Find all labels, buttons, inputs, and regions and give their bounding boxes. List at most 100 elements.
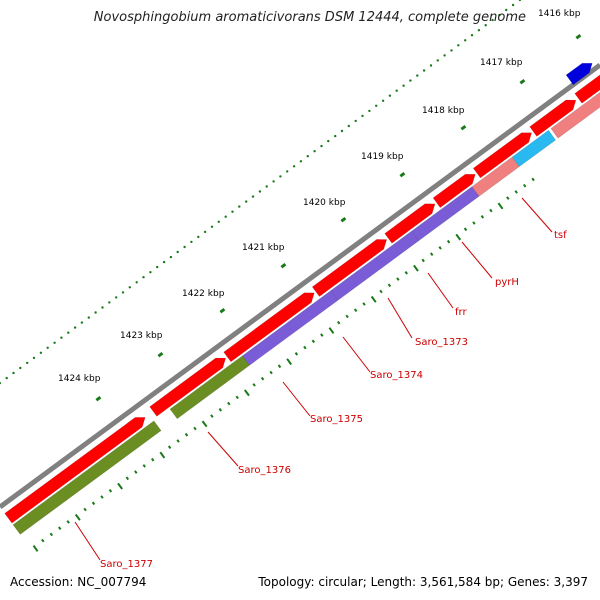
minor-tick (91, 501, 96, 506)
scale-dot (464, 39, 467, 42)
minor-tick (193, 426, 197, 431)
genome-title: Novosphingobium aromaticivorans DSM 1244… (93, 10, 526, 25)
gene-arrow-blue (565, 62, 593, 86)
scale-dot (368, 109, 371, 113)
scale-dot (286, 170, 289, 173)
gene-label-saro-1377[interactable]: Saro_1377 (100, 559, 153, 570)
minor-tick (74, 513, 81, 521)
scale-dot (265, 185, 268, 188)
scale-dot (128, 286, 131, 289)
minor-tick (151, 457, 155, 462)
minor-tick (244, 389, 250, 397)
minor-tick (472, 221, 476, 225)
forward-gene-arrow (529, 99, 577, 137)
major-tick (219, 308, 226, 314)
minor-tick (345, 314, 349, 319)
gene-label-tsf[interactable]: tsf (554, 230, 567, 241)
accession-text: Accession: NC_007794 (10, 575, 147, 589)
minor-tick (489, 208, 493, 213)
scale-dot (80, 321, 84, 324)
scale-dot (32, 356, 36, 360)
leader-line (282, 381, 311, 417)
kbp-label: 1423 kbp (120, 331, 163, 341)
scale-dot (429, 64, 433, 67)
minor-tick (429, 252, 434, 256)
gene-label-saro-1376[interactable]: Saro_1376 (238, 465, 291, 476)
scale-dot (156, 265, 159, 269)
minor-tick (311, 339, 316, 344)
minor-tick (421, 258, 425, 263)
scale-dot (121, 291, 125, 294)
kbp-label: 1421 kbp (242, 243, 285, 253)
minor-tick (41, 538, 45, 543)
minor-tick (497, 202, 504, 210)
scale-dot (313, 150, 316, 153)
genome-summary-text: Topology: circular; Length: 3,561,584 bp… (258, 575, 588, 589)
kbp-label: 1422 kbp (182, 289, 225, 299)
scale-dot (53, 341, 56, 344)
gene-label-frr[interactable]: frr (455, 307, 467, 318)
major-tick (575, 34, 582, 40)
scale-dot (197, 235, 200, 239)
kbp-label: 1419 kbp (361, 152, 404, 162)
scale-dot (327, 139, 330, 143)
leader-line (427, 272, 454, 309)
scale-dot (245, 200, 248, 203)
gene-label-saro-1375[interactable]: Saro_1375 (310, 414, 363, 425)
scale-dot (409, 79, 412, 82)
leader-line (342, 336, 371, 373)
scale-dot (334, 134, 337, 138)
minor-tick (438, 246, 442, 250)
gene-label-saro-1373[interactable]: Saro_1373 (415, 337, 468, 348)
minor-tick (100, 495, 104, 499)
minor-tick (57, 526, 62, 531)
minor-tick (320, 333, 324, 337)
minor-tick (235, 395, 239, 400)
leader-line (461, 241, 493, 279)
major-tick (399, 172, 406, 178)
scale-dot (94, 311, 97, 314)
scale-dot (258, 190, 262, 193)
minor-tick (463, 227, 468, 232)
major-tick (460, 125, 467, 131)
minor-tick (353, 308, 358, 312)
minor-tick (108, 489, 113, 493)
minor-tick (387, 283, 392, 288)
minor-tick (201, 420, 208, 428)
minor-tick (396, 277, 400, 281)
scale-dot (388, 94, 392, 97)
forward-gene-arrow (432, 173, 476, 209)
reverse-gene-bar (511, 129, 557, 168)
minor-tick (184, 432, 189, 437)
forward-strand-genes (4, 62, 600, 524)
scale-dot (39, 351, 43, 354)
scale-dot (238, 205, 241, 208)
gene-label-saro-1374[interactable]: Saro_1374 (370, 370, 423, 381)
scale-dot (518, 0, 522, 2)
scale-dot (108, 301, 111, 304)
scale-dot (203, 230, 207, 234)
inner-tick-marks (32, 177, 535, 552)
minor-tick (362, 302, 366, 306)
minor-tick (66, 520, 70, 524)
kbp-label: 1418 kbp (422, 106, 465, 116)
forward-gene-arrow (4, 417, 146, 524)
minor-tick (522, 183, 527, 188)
forward-gene-arrow (311, 239, 388, 297)
gene-label-pyrH[interactable]: pyrH (495, 277, 519, 288)
minor-tick (134, 470, 138, 474)
minor-tick (142, 464, 146, 468)
scale-dot (340, 129, 344, 133)
scale-dot (224, 215, 227, 218)
minor-tick (286, 358, 293, 366)
scale-dot (292, 165, 296, 168)
scale-dot (0, 381, 1, 385)
minor-tick (227, 401, 231, 406)
scale-dot (135, 281, 138, 284)
minor-tick (125, 476, 130, 481)
scale-dot (443, 54, 446, 57)
minor-tick (404, 271, 409, 275)
scale-dot (231, 210, 234, 213)
minor-tick (303, 345, 307, 350)
minor-tick (49, 532, 53, 537)
